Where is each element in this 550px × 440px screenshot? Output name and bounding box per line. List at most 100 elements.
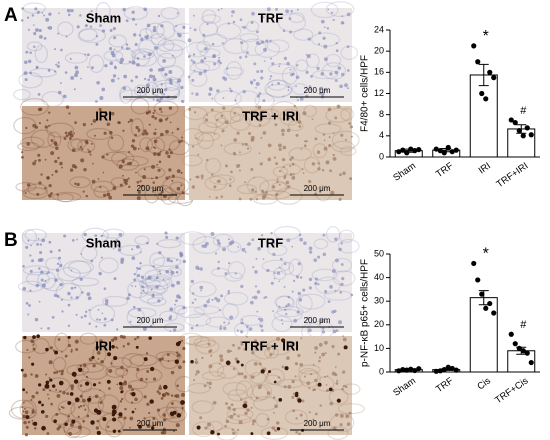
cell-nucleus bbox=[165, 118, 168, 121]
cell-nucleus bbox=[136, 335, 140, 339]
y-tick-label: 4 bbox=[379, 130, 384, 140]
cell-nucleus bbox=[64, 354, 68, 358]
tissue-tubule bbox=[152, 256, 182, 267]
cell-nucleus bbox=[125, 369, 128, 372]
cell-nucleus bbox=[204, 47, 208, 51]
cell-nucleus bbox=[308, 246, 313, 251]
cell-nucleus bbox=[314, 346, 318, 350]
y-axis-label: p-NF-κB p65+ cells/HPF bbox=[360, 259, 371, 367]
tissue-tubule bbox=[295, 59, 309, 72]
cell-nucleus bbox=[85, 18, 88, 21]
tissue-tubule bbox=[66, 364, 90, 376]
tissue-tubule bbox=[126, 308, 145, 327]
tissue-tubule bbox=[160, 6, 180, 20]
cell-nucleus bbox=[283, 385, 287, 389]
cell-nucleus bbox=[225, 419, 230, 424]
scale-bar-label: 200 μm bbox=[137, 316, 164, 325]
cell-nucleus bbox=[208, 196, 211, 198]
stained-nucleus bbox=[33, 421, 38, 426]
tissue-tubule bbox=[223, 66, 245, 77]
cell-nucleus bbox=[61, 310, 64, 313]
cell-nucleus bbox=[175, 299, 178, 303]
cell-nucleus bbox=[143, 7, 147, 12]
stained-nucleus bbox=[44, 383, 50, 389]
cell-nucleus bbox=[58, 370, 61, 373]
cell-nucleus bbox=[350, 135, 353, 138]
tissue-tubule bbox=[272, 166, 289, 178]
cell-nucleus bbox=[269, 77, 272, 80]
cell-nucleus bbox=[193, 69, 196, 72]
tissue-tubule bbox=[164, 76, 180, 92]
cell-nucleus bbox=[164, 88, 168, 92]
cell-nucleus bbox=[27, 28, 30, 31]
cell-nucleus bbox=[88, 395, 91, 398]
cell-nucleus bbox=[231, 15, 233, 17]
cell-nucleus bbox=[128, 161, 132, 166]
cell-nucleus bbox=[159, 96, 164, 101]
tissue-tubule bbox=[196, 40, 211, 53]
cell-nucleus bbox=[324, 289, 328, 293]
cell-nucleus bbox=[137, 148, 140, 150]
cell-nucleus bbox=[152, 181, 156, 184]
stained-nucleus bbox=[74, 397, 80, 403]
tissue-tubule bbox=[209, 174, 236, 185]
cell-nucleus bbox=[158, 386, 162, 391]
cell-nucleus bbox=[334, 116, 338, 120]
cell-nucleus bbox=[252, 419, 256, 424]
cell-nucleus bbox=[340, 133, 344, 137]
cell-nucleus bbox=[160, 396, 164, 400]
cell-nucleus bbox=[118, 167, 121, 169]
cell-nucleus bbox=[157, 14, 161, 18]
tissue-tubule bbox=[108, 34, 127, 48]
cell-nucleus bbox=[73, 88, 76, 91]
cell-nucleus bbox=[96, 81, 100, 85]
cell-nucleus bbox=[263, 47, 267, 52]
cell-nucleus bbox=[298, 432, 301, 436]
tissue-tubule bbox=[47, 131, 62, 148]
tissue-tubule bbox=[329, 413, 355, 433]
data-point bbox=[453, 367, 459, 373]
cell-nucleus bbox=[232, 431, 236, 435]
cell-nucleus bbox=[318, 359, 321, 363]
cell-nucleus bbox=[142, 326, 147, 331]
cell-nucleus bbox=[201, 356, 204, 360]
cell-nucleus bbox=[23, 420, 27, 425]
cell-nucleus bbox=[239, 398, 243, 401]
cell-nucleus bbox=[345, 414, 350, 419]
cell-nucleus bbox=[70, 8, 74, 13]
cell-nucleus bbox=[81, 291, 84, 294]
cell-nucleus bbox=[256, 310, 259, 313]
cell-nucleus bbox=[193, 111, 197, 114]
y-tick-label: 30 bbox=[374, 296, 384, 306]
cell-nucleus bbox=[340, 282, 344, 286]
cell-nucleus bbox=[160, 83, 163, 86]
cell-nucleus bbox=[260, 136, 263, 139]
cell-nucleus bbox=[149, 68, 153, 72]
cell-nucleus bbox=[307, 189, 310, 192]
cell-nucleus bbox=[136, 180, 140, 184]
data-point bbox=[445, 144, 451, 151]
cell-nucleus bbox=[301, 168, 304, 171]
tissue-tubule bbox=[273, 309, 303, 323]
cell-nucleus bbox=[28, 304, 31, 307]
cell-nucleus bbox=[287, 303, 291, 307]
data-point bbox=[471, 43, 477, 49]
cell-nucleus bbox=[142, 289, 145, 292]
tissue-tubule bbox=[295, 294, 313, 313]
stained-nucleus bbox=[53, 419, 57, 423]
cell-nucleus bbox=[329, 401, 334, 406]
cell-nucleus bbox=[175, 423, 180, 428]
stained-nucleus bbox=[67, 401, 72, 405]
cell-nucleus bbox=[341, 277, 345, 281]
cell-nucleus bbox=[87, 66, 89, 68]
cell-nucleus bbox=[83, 314, 87, 318]
cell-nucleus bbox=[318, 31, 322, 35]
cell-nucleus bbox=[23, 373, 28, 378]
cell-nucleus bbox=[74, 182, 77, 185]
tissue-tubule bbox=[145, 22, 165, 39]
cell-nucleus bbox=[143, 395, 147, 399]
data-point bbox=[453, 147, 459, 153]
cell-nucleus bbox=[244, 251, 247, 253]
tissue-tubule bbox=[177, 306, 206, 319]
cell-nucleus bbox=[250, 138, 255, 142]
